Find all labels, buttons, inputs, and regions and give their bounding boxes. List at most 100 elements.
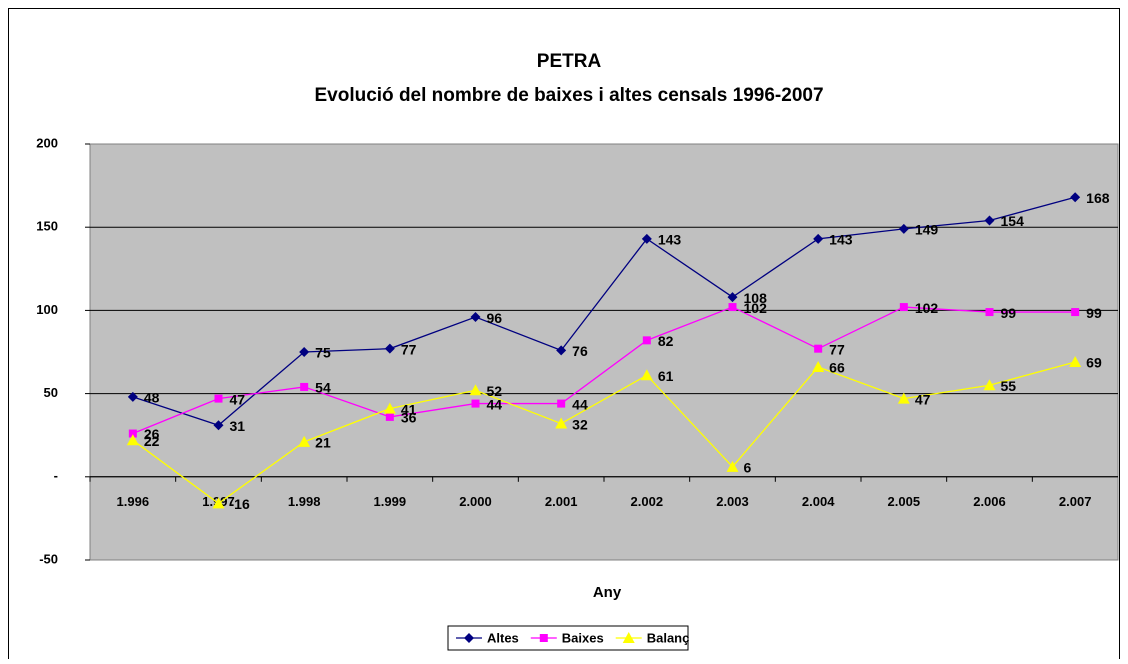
marker [640, 369, 653, 381]
marker [897, 392, 910, 404]
marker [1070, 192, 1081, 203]
data-label: 99 [1001, 305, 1017, 321]
data-label: 143 [658, 232, 682, 248]
marker [898, 223, 909, 234]
data-label: 99 [1086, 305, 1102, 321]
marker [555, 417, 568, 429]
x-tick-label: 1.998 [288, 494, 321, 509]
data-label: 55 [1001, 378, 1017, 394]
legend-box [447, 625, 689, 651]
marker [1071, 308, 1080, 317]
marker [385, 412, 394, 421]
marker [469, 384, 482, 396]
marker [299, 347, 310, 357]
data-label: 52 [487, 383, 503, 399]
marker [128, 429, 137, 438]
y-tick-label: 100 [36, 302, 58, 317]
data-label: 69 [1086, 355, 1102, 371]
marker [539, 634, 548, 642]
marker [213, 420, 224, 431]
chart-subtitle: Evolució del nombre de baixes i altes ce… [314, 85, 823, 106]
marker [984, 215, 995, 226]
data-label: 154 [1001, 213, 1025, 229]
data-label: 54 [315, 380, 331, 396]
y-tick-label: - [54, 468, 58, 483]
data-label: 149 [915, 222, 939, 238]
marker [126, 434, 139, 446]
marker [727, 292, 738, 303]
data-label: 22 [144, 433, 160, 449]
y-tick-label: 50 [44, 385, 58, 400]
data-label: 77 [829, 341, 845, 357]
data-label: 96 [487, 310, 503, 326]
x-tick-label: 1.996 [117, 494, 150, 509]
data-label: 77 [401, 341, 417, 357]
marker [557, 399, 566, 408]
legend-label: Baixes [562, 630, 604, 645]
data-label: -16 [230, 496, 250, 512]
data-label: 44 [572, 396, 588, 412]
y-tick-label: 200 [36, 135, 58, 150]
data-label: 47 [230, 391, 246, 407]
data-label: 168 [1086, 190, 1110, 206]
chart-title: PETRA [537, 51, 602, 72]
marker [622, 632, 635, 643]
marker [471, 399, 480, 408]
series-line [132, 306, 1076, 435]
y-tick-label: 150 [36, 219, 58, 234]
marker [814, 344, 823, 353]
marker [899, 303, 908, 312]
marker [983, 379, 996, 391]
data-label: 82 [658, 333, 674, 349]
data-label: 41 [401, 401, 417, 417]
marker [642, 336, 651, 345]
x-tick-label: 1.999 [374, 494, 407, 509]
marker [464, 633, 474, 643]
data-label: 61 [658, 368, 674, 384]
marker [812, 360, 825, 372]
marker [728, 303, 737, 312]
x-tick-label: 2.007 [1059, 494, 1092, 509]
series-line [132, 196, 1076, 426]
data-label: 6 [744, 460, 752, 476]
data-label: 26 [144, 426, 160, 442]
x-tick-label: 2.001 [545, 494, 578, 509]
x-tick-label: 2.005 [888, 494, 921, 509]
data-label: 102 [915, 300, 939, 316]
data-label: 32 [572, 416, 588, 432]
data-label: 76 [572, 343, 588, 359]
marker [641, 233, 652, 244]
marker [556, 345, 567, 356]
data-label: 48 [144, 390, 160, 406]
x-tick-label: 2.006 [973, 494, 1006, 509]
data-label: 102 [744, 300, 768, 316]
x-tick-label: 2.000 [459, 494, 492, 509]
series-line [132, 361, 1076, 505]
legend-label: Balanç [647, 630, 690, 645]
x-axis-label: Any [593, 584, 622, 601]
marker [470, 312, 481, 323]
marker [300, 382, 309, 391]
x-tick-label: 2.002 [631, 494, 664, 509]
data-label: 143 [829, 232, 853, 248]
marker [1069, 355, 1082, 367]
x-tick-label: 2.003 [716, 494, 749, 509]
marker [985, 308, 994, 317]
marker [383, 402, 396, 414]
marker [127, 391, 138, 402]
marker [384, 343, 395, 354]
data-label: 66 [829, 360, 845, 376]
marker [214, 394, 223, 403]
marker [813, 233, 824, 244]
y-tick-label: -50 [39, 551, 58, 566]
data-label: 21 [315, 435, 331, 451]
data-label: 108 [744, 290, 768, 306]
data-label: 31 [230, 418, 246, 434]
data-label: 75 [315, 345, 331, 361]
plot-area [89, 143, 1119, 561]
data-label: 47 [915, 391, 931, 407]
legend-label: Altes [487, 630, 519, 645]
x-tick-label: 2.004 [802, 494, 835, 509]
marker [212, 497, 225, 509]
